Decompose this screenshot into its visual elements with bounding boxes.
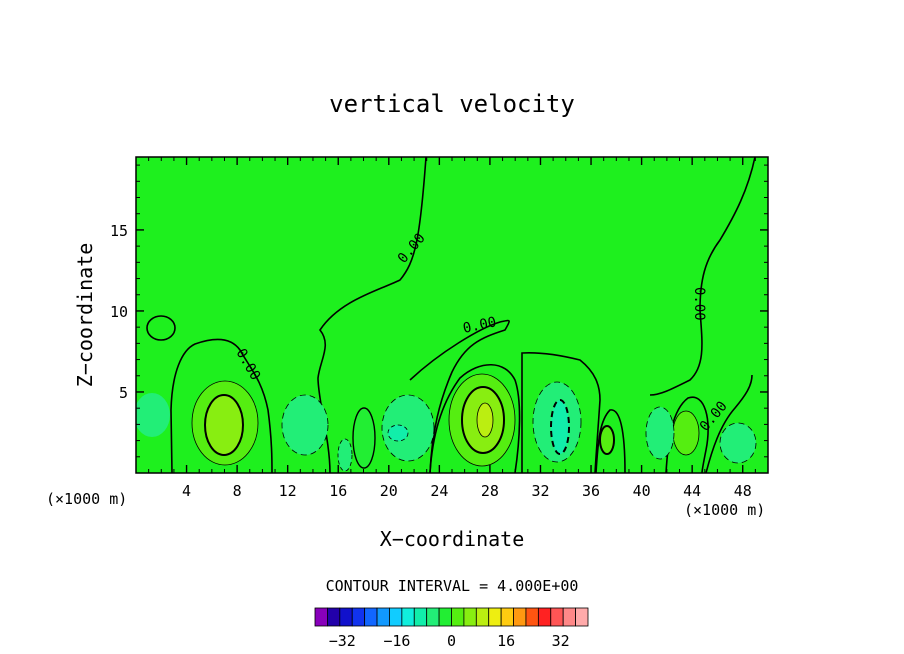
zero-contour-plume-left <box>317 157 427 473</box>
downdraft-cells <box>136 381 757 472</box>
x-axis: 4 8 12 16 20 24 28 32 36 40 44 48 <box>148 157 756 500</box>
x-unit-right: (×1000 m) <box>684 501 765 519</box>
colorbar-swatch <box>463 607 477 627</box>
x-tick-label: 4 <box>182 482 191 500</box>
colorbar-swatch <box>537 607 552 627</box>
y-axis-label: Z−coordinate <box>73 243 97 388</box>
downdraft-cell-47km <box>719 422 757 464</box>
colorbar-swatch <box>401 607 415 627</box>
updraft-cell-8km-inner <box>204 394 244 456</box>
downdraft-cell-13km <box>281 394 329 456</box>
chart-title: vertical velocity <box>329 90 575 118</box>
colorbar-swatch <box>339 607 353 627</box>
zero-contour-left <box>170 338 273 473</box>
x-tick-label: 48 <box>734 482 752 500</box>
colorbar-swatch <box>364 607 378 627</box>
colorbar-swatch <box>451 607 465 627</box>
x-tick-label: 28 <box>481 482 499 500</box>
colorbar-swatch <box>500 607 514 627</box>
colorbar-swatch <box>327 607 341 627</box>
x-tick-label: 40 <box>633 482 651 500</box>
contour-label: 0.00 <box>691 287 707 321</box>
contour-label: 0.00 <box>462 314 498 337</box>
y-tick-label: 15 <box>110 222 128 240</box>
colorbar-tick-label: −16 <box>383 632 410 650</box>
colorbar-swatch <box>475 607 490 627</box>
x-tick-label: 8 <box>233 482 242 500</box>
zero-contour-far-right <box>705 374 753 473</box>
y-tick-label: 10 <box>110 303 128 321</box>
colorbar-swatch <box>525 607 539 627</box>
updraft-cells <box>191 373 700 469</box>
downdraft-cell-33km-core <box>550 399 570 455</box>
x-tick-label: 44 <box>683 482 701 500</box>
updraft-cell-28km-core <box>476 402 494 438</box>
colorbar-swatch <box>562 607 576 627</box>
zero-contour-top-right <box>649 157 756 396</box>
colorbar-tick-label: −32 <box>329 632 356 650</box>
zero-contour-cell-28 <box>429 364 521 473</box>
colorbar-swatch <box>488 607 502 627</box>
x-tick-label: 16 <box>329 482 347 500</box>
plot-area: 0.00 0.00 0.00 0.00 0.00 <box>136 157 768 473</box>
colorbar-swatch <box>314 607 328 627</box>
zero-contour-mid <box>409 319 510 473</box>
x-tick-label: 20 <box>380 482 398 500</box>
colorbar: −32 −16 0 16 32 <box>314 607 589 650</box>
downdraft-cell-41km <box>645 406 675 460</box>
colorbar-swatch <box>513 607 527 627</box>
x-tick-label: 36 <box>582 482 600 500</box>
colorbar-swatch <box>376 607 390 627</box>
x-unit-left: (×1000 m) <box>46 490 127 508</box>
downdraft-cell-21km <box>381 394 435 462</box>
colorbar-swatch <box>426 607 440 627</box>
x-axis-label: X−coordinate <box>380 527 525 551</box>
y-tick-label: 5 <box>119 384 128 402</box>
x-tick-label: 12 <box>279 482 297 500</box>
colorbar-swatch <box>389 607 403 627</box>
colorbar-swatch <box>550 607 564 627</box>
colorbar-tick-label: 32 <box>552 632 570 650</box>
x-tick-label: 24 <box>430 482 448 500</box>
updraft-cell-43km <box>672 410 700 456</box>
colorbar-tick-label: 0 <box>447 632 456 650</box>
updraft-cell-37km <box>599 425 615 455</box>
zero-contour-right <box>521 352 601 473</box>
updraft-cell-18km <box>352 407 376 469</box>
downdraft-cell-16km <box>337 438 353 472</box>
contour-interval-label: CONTOUR INTERVAL = 4.000E+00 <box>326 577 579 595</box>
y-axis: 5 10 15 <box>110 164 768 458</box>
colorbar-swatch <box>351 607 366 627</box>
downdraft-cell-2km <box>136 393 170 437</box>
colorbar-swatch <box>438 607 452 627</box>
colorbar-tick-label: 16 <box>497 632 515 650</box>
x-tick-label: 32 <box>531 482 549 500</box>
colorbar-swatch <box>575 607 589 627</box>
colorbar-swatch <box>413 607 428 627</box>
zero-contour-cell-36 <box>595 409 626 473</box>
downdraft-cell-21km-core <box>387 424 409 442</box>
small-zero-contour-cell <box>146 315 176 341</box>
